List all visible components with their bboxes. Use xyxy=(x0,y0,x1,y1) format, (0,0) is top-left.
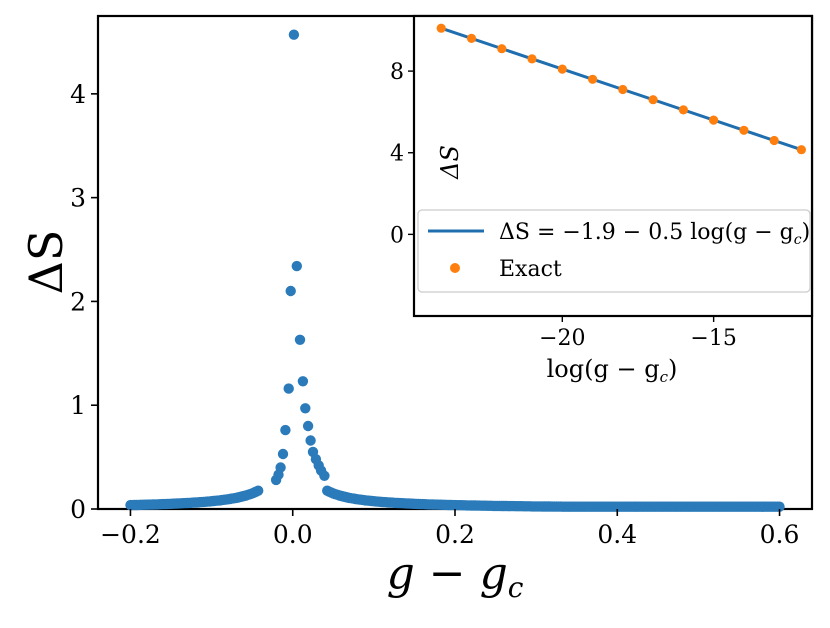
main-curve-point xyxy=(253,485,264,496)
main-data-point xyxy=(319,470,330,481)
main-data-point xyxy=(297,376,309,387)
main-data-points xyxy=(125,29,785,512)
main-x-tick-label: −0.2 xyxy=(100,520,161,549)
inset-exact-point xyxy=(588,74,598,84)
inset-legend: ΔS = −1.9 − 0.5 log(g − gc) Exact xyxy=(417,209,811,293)
main-data-point xyxy=(305,435,316,446)
inset-x-tick-label: −20 xyxy=(539,326,585,351)
main-y-tick-label: 1 xyxy=(70,391,86,420)
main-data-point xyxy=(283,383,294,394)
main-x-tick-label: 0.0 xyxy=(273,520,313,549)
main-data-point xyxy=(288,29,300,40)
main-x-tick-label: 0.4 xyxy=(597,520,637,549)
inset-exact-point xyxy=(497,44,507,54)
inset-exact-point xyxy=(739,125,749,135)
inset-y-axis-ticks: 0 4 8 xyxy=(390,60,414,248)
legend-fit-label: ΔS = −1.9 − 0.5 log(g − gc) xyxy=(499,220,810,248)
inset-exact-point xyxy=(436,23,446,33)
inset-exact-point xyxy=(618,84,628,95)
main-y-axis-label: ΔS xyxy=(19,230,73,295)
main-y-tick-label: 4 xyxy=(70,80,86,109)
main-data-point xyxy=(291,260,302,272)
main-curve-point xyxy=(774,501,785,512)
main-data-point xyxy=(302,420,314,432)
inset-exact-point xyxy=(557,64,567,74)
inset-exact-point xyxy=(527,54,537,64)
main-y-tick-label: 3 xyxy=(70,184,86,213)
inset-y-tick-label: 4 xyxy=(390,142,404,167)
inset-exact-point xyxy=(678,105,689,115)
main-data-point xyxy=(285,285,296,297)
inset-y-tick-label: 8 xyxy=(390,60,404,85)
main-y-tick-label: 2 xyxy=(70,287,86,316)
main-x-tick-label: 0.6 xyxy=(760,520,800,549)
inset-y-tick-label: 0 xyxy=(390,223,404,248)
inset-chart: −20 −15 0 4 8 ΔS log(g − gc) ΔS = −1.9 − 0.… xyxy=(390,14,814,386)
main-data-point xyxy=(277,448,289,460)
main-data-point xyxy=(270,474,282,486)
inset-exact-point xyxy=(709,115,719,125)
main-y-tick-label: 0 xyxy=(70,495,86,524)
inset-x-axis-label: log(g − gc) xyxy=(547,355,678,386)
main-data-point xyxy=(300,403,311,414)
inset-exact-point xyxy=(796,145,807,155)
main-data-point xyxy=(294,334,306,345)
inset-exact-point xyxy=(648,95,658,105)
main-x-axis-label: g − gc xyxy=(387,548,524,604)
legend-box xyxy=(417,209,811,293)
inset-exact-point xyxy=(466,33,477,44)
main-data-point xyxy=(280,424,291,436)
legend-exact-marker-swatch xyxy=(450,263,460,273)
main-x-tick-label: 0.2 xyxy=(435,520,475,549)
inset-x-tick-label: −15 xyxy=(690,326,736,351)
inset-x-axis-ticks: −20 −15 xyxy=(539,316,737,351)
inset-y-axis-label: ΔS xyxy=(436,145,464,180)
main-x-axis-ticks: −0.2 0.0 0.2 0.4 0.6 xyxy=(100,509,799,549)
inset-exact-point xyxy=(769,135,779,146)
inset-data-points xyxy=(436,23,807,155)
legend-exact-label: Exact xyxy=(499,257,562,282)
main-y-axis-ticks: 0 1 2 3 4 xyxy=(70,80,98,524)
